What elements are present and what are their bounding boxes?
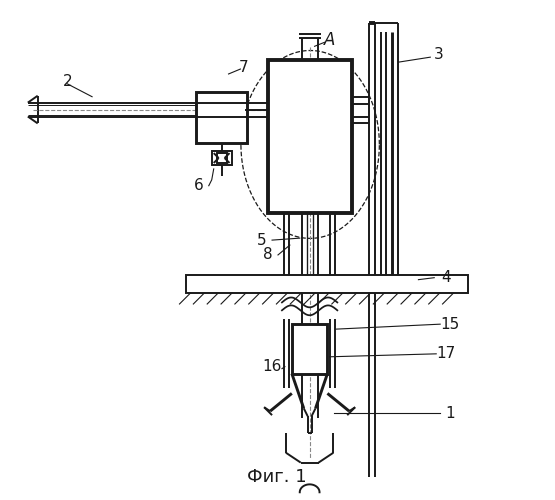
Text: 17: 17 (436, 346, 456, 362)
Bar (196, 92, 248, 143)
Text: 7: 7 (239, 60, 248, 74)
Text: 8: 8 (263, 248, 273, 262)
Text: 2: 2 (63, 74, 72, 90)
Bar (212, 151, 231, 165)
Bar (268, 60, 352, 214)
Bar (216, 153, 226, 163)
Text: 5: 5 (258, 232, 267, 248)
Text: 16: 16 (263, 359, 282, 374)
Text: Фиг. 1: Фиг. 1 (247, 468, 307, 486)
Text: A: A (324, 32, 335, 50)
Text: 1: 1 (445, 406, 455, 420)
Text: 15: 15 (441, 316, 460, 332)
Text: 4: 4 (441, 270, 451, 285)
Bar (292, 324, 327, 374)
Text: 6: 6 (194, 178, 204, 193)
Text: 3: 3 (433, 46, 443, 62)
Bar (186, 274, 468, 292)
